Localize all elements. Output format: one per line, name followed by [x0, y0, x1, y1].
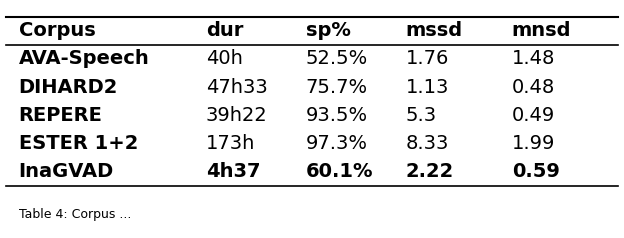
Text: 5.3: 5.3: [406, 106, 437, 125]
Text: 52.5%: 52.5%: [306, 50, 368, 68]
Text: 2.22: 2.22: [406, 162, 454, 181]
Text: 47h33: 47h33: [206, 78, 268, 97]
Text: mssd: mssd: [406, 21, 463, 40]
Text: 40h: 40h: [206, 50, 243, 68]
Text: 1.76: 1.76: [406, 50, 449, 68]
Text: 173h: 173h: [206, 134, 255, 153]
Text: 1.48: 1.48: [512, 50, 555, 68]
Text: 1.99: 1.99: [512, 134, 555, 153]
Text: 0.59: 0.59: [512, 162, 560, 181]
Text: Table 4: Corpus ...: Table 4: Corpus ...: [19, 208, 131, 221]
Text: 4h37: 4h37: [206, 162, 260, 181]
Text: 0.49: 0.49: [512, 106, 555, 125]
Text: 39h22: 39h22: [206, 106, 268, 125]
Text: 97.3%: 97.3%: [306, 134, 368, 153]
Text: DIHARD2: DIHARD2: [19, 78, 118, 97]
Text: 0.48: 0.48: [512, 78, 555, 97]
Text: 93.5%: 93.5%: [306, 106, 368, 125]
Text: sp%: sp%: [306, 21, 351, 40]
Text: dur: dur: [206, 21, 243, 40]
Text: 1.13: 1.13: [406, 78, 449, 97]
Text: 8.33: 8.33: [406, 134, 449, 153]
Text: 60.1%: 60.1%: [306, 162, 373, 181]
Text: REPERE: REPERE: [19, 106, 102, 125]
Text: ESTER 1+2: ESTER 1+2: [19, 134, 138, 153]
Text: 75.7%: 75.7%: [306, 78, 368, 97]
Text: AVA-Speech: AVA-Speech: [19, 50, 150, 68]
Text: mnsd: mnsd: [512, 21, 571, 40]
Text: InaGVAD: InaGVAD: [19, 162, 114, 181]
Text: Corpus: Corpus: [19, 21, 95, 40]
